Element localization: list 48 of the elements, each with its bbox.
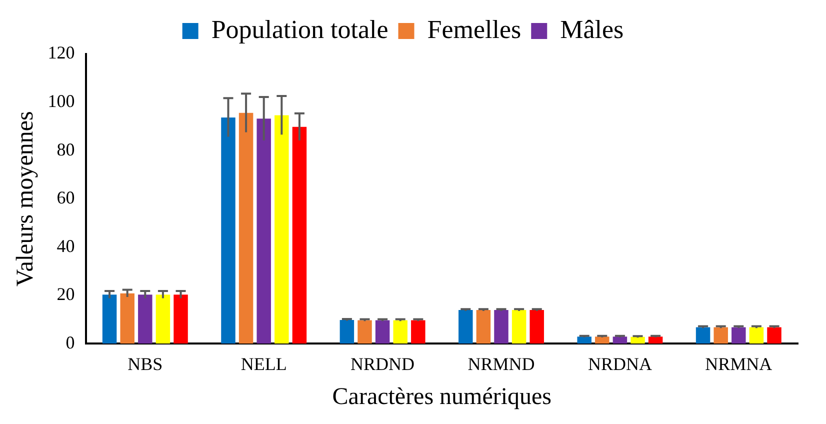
bar bbox=[476, 310, 491, 344]
bar bbox=[648, 336, 663, 344]
y-tick-label: 80 bbox=[56, 139, 75, 160]
y-tick-label: 0 bbox=[66, 332, 75, 352]
y-tick-label: 60 bbox=[56, 188, 75, 208]
x-tick-label: NRMND bbox=[468, 354, 535, 374]
bar bbox=[156, 294, 170, 344]
bar bbox=[732, 327, 746, 344]
bar bbox=[749, 327, 764, 344]
legend-label: Population totale bbox=[211, 14, 388, 44]
bar bbox=[340, 320, 354, 344]
bar bbox=[238, 112, 254, 344]
bar bbox=[138, 294, 152, 344]
bar bbox=[358, 320, 372, 344]
bar bbox=[767, 327, 782, 344]
bar bbox=[120, 293, 134, 344]
y-tick-label: 100 bbox=[48, 91, 75, 111]
x-tick-label: NRMNA bbox=[705, 354, 772, 374]
x-tick-label: NELL bbox=[240, 354, 287, 374]
x-axis-title: Caractères numériques bbox=[332, 384, 552, 410]
y-tick-label: 20 bbox=[56, 284, 75, 304]
bar bbox=[696, 327, 710, 344]
bar bbox=[530, 310, 544, 344]
x-tick-label: NRDND bbox=[350, 354, 415, 374]
bar bbox=[393, 320, 408, 344]
bar bbox=[102, 294, 117, 344]
bar bbox=[612, 336, 628, 344]
bar bbox=[174, 294, 188, 344]
legend-label: Femelles bbox=[427, 14, 522, 44]
bar bbox=[221, 117, 236, 344]
bar bbox=[411, 320, 426, 344]
y-tick-label: 120 bbox=[48, 42, 75, 63]
bar bbox=[595, 336, 610, 344]
bar bbox=[274, 115, 289, 344]
bar bbox=[714, 327, 728, 344]
x-tick-label: NRDNA bbox=[588, 354, 652, 374]
bar bbox=[577, 336, 592, 344]
bar bbox=[630, 336, 645, 344]
legend-label: Mâles bbox=[560, 14, 624, 44]
bar bbox=[292, 126, 307, 344]
bar bbox=[256, 118, 271, 344]
bar bbox=[375, 320, 390, 344]
bar bbox=[458, 310, 473, 344]
bar bbox=[494, 310, 508, 344]
x-tick-label: NBS bbox=[128, 354, 163, 374]
y-axis-title: Valeurs moyennes bbox=[12, 111, 39, 286]
y-tick-label: 40 bbox=[56, 236, 75, 256]
bar bbox=[512, 310, 526, 344]
